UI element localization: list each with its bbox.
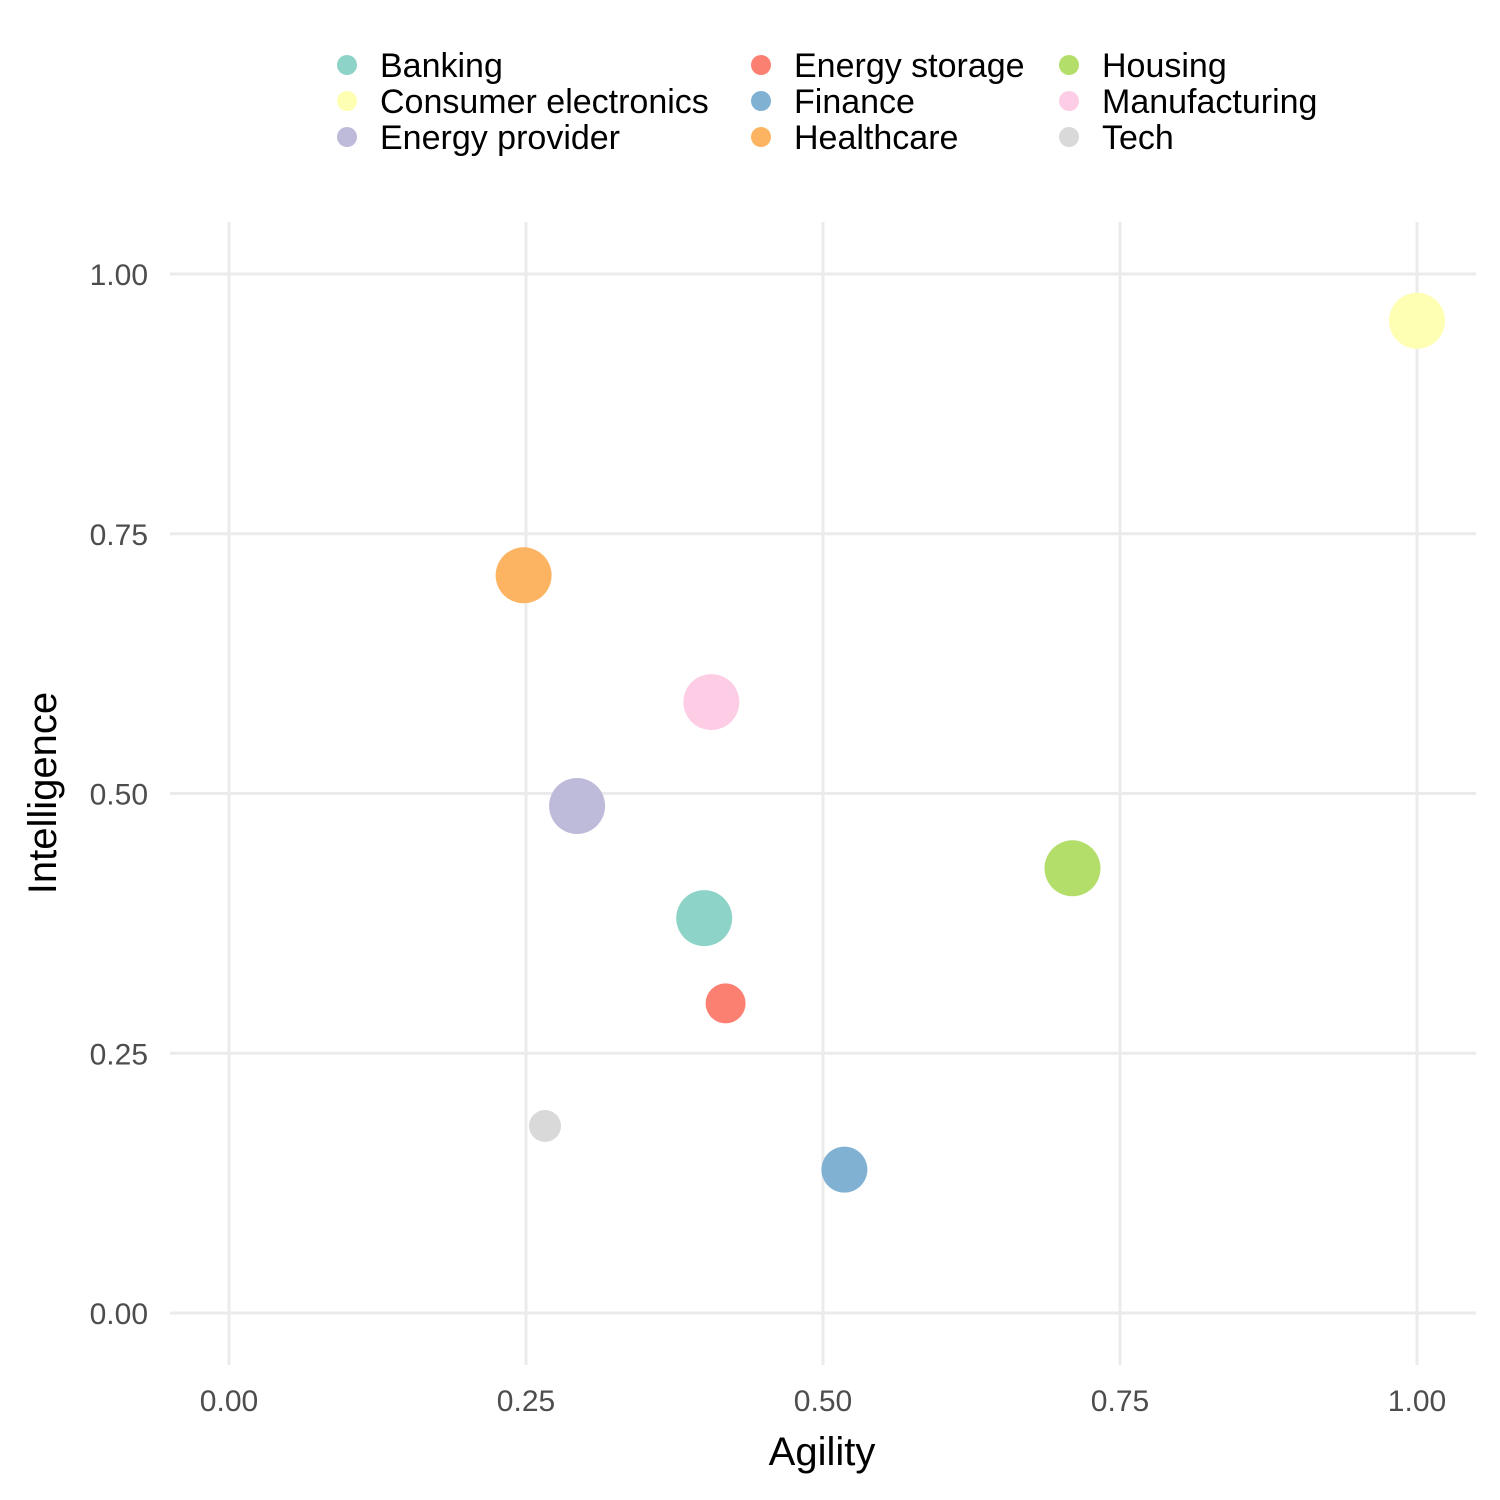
x-tick-label: 0.25: [497, 1385, 555, 1418]
x-tick-label: 1.00: [1388, 1385, 1446, 1418]
x-axis-ticks: 0.00 0.25 0.50 0.75 1.00: [200, 1385, 1446, 1418]
y-tick-label: 0.75: [90, 519, 148, 552]
legend-item: Energy provider: [337, 119, 620, 157]
y-tick-label: 0.50: [90, 779, 148, 812]
x-axis-title: Agility: [769, 1430, 876, 1474]
legend-key-dot: [1059, 91, 1079, 111]
legend-item: Housing: [1059, 47, 1227, 85]
data-point-consumer-electronics: [1389, 292, 1445, 349]
legend-item: Banking: [337, 47, 503, 85]
data-point-tech: [529, 1109, 562, 1142]
legend-label: Energy storage: [794, 47, 1025, 85]
legend-key-dot: [1059, 127, 1079, 147]
legend-label: Tech: [1102, 119, 1174, 157]
data-point-banking: [676, 890, 733, 947]
legend-key-dot: [751, 127, 771, 147]
legend-key-dot: [1059, 55, 1079, 75]
legend-label: Consumer electronics: [380, 83, 709, 121]
y-tick-label: 0.25: [90, 1038, 148, 1071]
y-tick-label: 0.00: [90, 1298, 148, 1331]
legend-item: Finance: [751, 83, 915, 121]
y-axis-ticks: 0.00 0.25 0.50 0.75 1.00: [90, 259, 148, 1331]
data-point-energy-storage: [705, 983, 746, 1024]
legend-item: Manufacturing: [1059, 83, 1317, 121]
legend-item: Tech: [1059, 119, 1174, 157]
data-point-manufacturing: [683, 674, 740, 731]
data-point-energy-provider: [549, 777, 606, 834]
legend-key-dot: [337, 55, 357, 75]
legend-label: Energy provider: [380, 119, 620, 157]
data-point-finance: [821, 1146, 868, 1193]
legend-label: Healthcare: [794, 119, 958, 157]
x-tick-label: 0.50: [794, 1385, 852, 1418]
y-axis-title: Intelligence: [21, 692, 65, 894]
legend-label: Manufacturing: [1102, 83, 1317, 121]
grid: [170, 222, 1476, 1365]
legend-key-dot: [751, 55, 771, 75]
data-point-housing: [1044, 840, 1101, 897]
x-tick-label: 0.00: [200, 1385, 258, 1418]
legend-label: Housing: [1102, 47, 1227, 85]
data-point-healthcare: [495, 547, 552, 604]
legend-label: Finance: [794, 83, 915, 121]
data-points: [495, 292, 1445, 1193]
legend-item: Consumer electronics: [337, 83, 709, 121]
legend-key-dot: [337, 91, 357, 111]
legend-item: Healthcare: [751, 119, 958, 157]
legend-label: Banking: [380, 47, 503, 85]
x-tick-label: 0.75: [1091, 1385, 1149, 1418]
legend-key-dot: [337, 127, 357, 147]
legend-key-dot: [751, 91, 771, 111]
y-tick-label: 1.00: [90, 259, 148, 292]
legend-item: Energy storage: [751, 47, 1025, 85]
